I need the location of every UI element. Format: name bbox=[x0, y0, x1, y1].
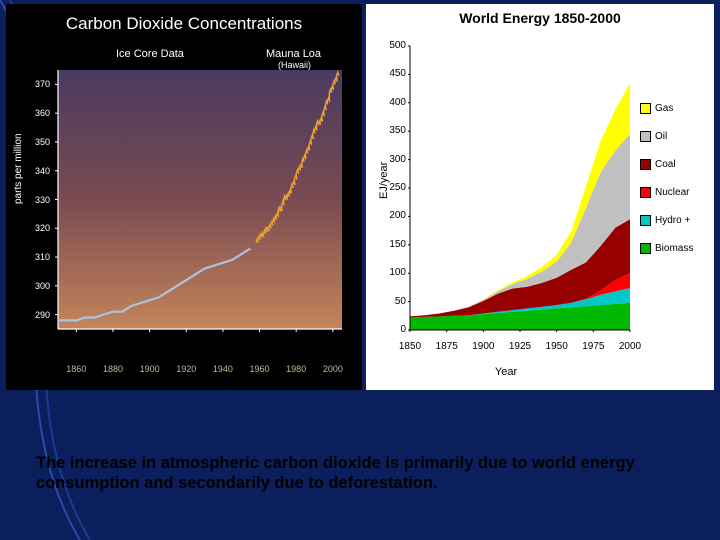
legend-swatch-icon bbox=[640, 215, 651, 226]
energy-plot bbox=[408, 44, 632, 332]
energy-xtick: 1875 bbox=[436, 341, 458, 352]
energy-xtick: 2000 bbox=[619, 341, 641, 352]
co2-y-axis-label: parts per million bbox=[13, 133, 24, 204]
legend-label: Hydro + bbox=[655, 215, 690, 226]
energy-y-axis-label: EJ/year bbox=[378, 162, 390, 199]
energy-legend: Gas Oil Coal Nuclear Hydro + Biomass bbox=[640, 94, 710, 262]
energy-chart-panel: World Energy 1850-2000 EJ/year Year 0 50 1… bbox=[366, 4, 714, 390]
co2-ytick: 300 bbox=[32, 281, 50, 291]
energy-xtick: 1900 bbox=[472, 341, 494, 352]
energy-ytick: 50 bbox=[386, 296, 406, 307]
legend-swatch-icon bbox=[640, 131, 651, 142]
energy-xtick: 1850 bbox=[399, 341, 421, 352]
legend-swatch-icon bbox=[640, 103, 651, 114]
co2-ytick: 340 bbox=[32, 166, 50, 176]
legend-item-biomass: Biomass bbox=[640, 234, 710, 262]
co2-ytick: 330 bbox=[32, 195, 50, 205]
co2-xtick: 2000 bbox=[323, 364, 343, 374]
co2-xtick: 1900 bbox=[140, 364, 160, 374]
energy-x-axis-label: Year bbox=[366, 366, 646, 378]
energy-ytick: 350 bbox=[386, 125, 406, 136]
co2-ytick: 350 bbox=[32, 137, 50, 147]
co2-xtick: 1940 bbox=[213, 364, 233, 374]
energy-ytick: 500 bbox=[386, 40, 406, 51]
energy-ytick: 300 bbox=[386, 154, 406, 165]
slide-caption: The increase in atmospheric carbon dioxi… bbox=[36, 453, 690, 494]
legend-label: Coal bbox=[655, 159, 676, 170]
co2-ytick: 370 bbox=[32, 79, 50, 89]
legend-swatch-icon bbox=[640, 159, 651, 170]
energy-chart-title: World Energy 1850-2000 bbox=[366, 10, 714, 26]
co2-ytick: 310 bbox=[32, 252, 50, 262]
energy-xtick: 1975 bbox=[582, 341, 604, 352]
energy-ytick: 200 bbox=[386, 210, 406, 221]
legend-label: Biomass bbox=[655, 243, 693, 254]
co2-ytick: 290 bbox=[32, 310, 50, 320]
co2-xtick: 1860 bbox=[66, 364, 86, 374]
legend-label: Gas bbox=[655, 103, 673, 114]
legend-label: Nuclear bbox=[655, 187, 689, 198]
energy-ytick: 100 bbox=[386, 267, 406, 278]
energy-xtick: 1925 bbox=[509, 341, 531, 352]
co2-chart-panel: Carbon Dioxide Concentrations Ice Core D… bbox=[6, 4, 362, 390]
energy-ytick: 250 bbox=[386, 182, 406, 193]
co2-xtick: 1960 bbox=[250, 364, 270, 374]
co2-xtick: 1880 bbox=[103, 364, 123, 374]
energy-ytick: 150 bbox=[386, 239, 406, 250]
legend-item-hydro: Hydro + bbox=[640, 206, 710, 234]
co2-ytick: 320 bbox=[32, 223, 50, 233]
legend-swatch-icon bbox=[640, 243, 651, 254]
energy-ytick: 450 bbox=[386, 68, 406, 79]
energy-xtick: 1950 bbox=[546, 341, 568, 352]
co2-plot bbox=[54, 66, 346, 351]
energy-ytick: 400 bbox=[386, 97, 406, 108]
co2-chart-title: Carbon Dioxide Concentrations bbox=[6, 14, 362, 34]
co2-xtick: 1920 bbox=[176, 364, 196, 374]
legend-swatch-icon bbox=[640, 187, 651, 198]
legend-item-gas: Gas bbox=[640, 94, 710, 122]
co2-subtitle-ice-core: Ice Core Data bbox=[116, 48, 184, 60]
co2-subtitle-mauna-loa: Mauna Loa bbox=[266, 48, 321, 60]
legend-item-nuclear: Nuclear bbox=[640, 178, 710, 206]
legend-label: Oil bbox=[655, 131, 667, 142]
legend-item-coal: Coal bbox=[640, 150, 710, 178]
legend-item-oil: Oil bbox=[640, 122, 710, 150]
co2-xtick: 1980 bbox=[286, 364, 306, 374]
energy-ytick: 0 bbox=[386, 324, 406, 335]
charts-row: Carbon Dioxide Concentrations Ice Core D… bbox=[0, 0, 720, 390]
co2-ytick: 360 bbox=[32, 108, 50, 118]
